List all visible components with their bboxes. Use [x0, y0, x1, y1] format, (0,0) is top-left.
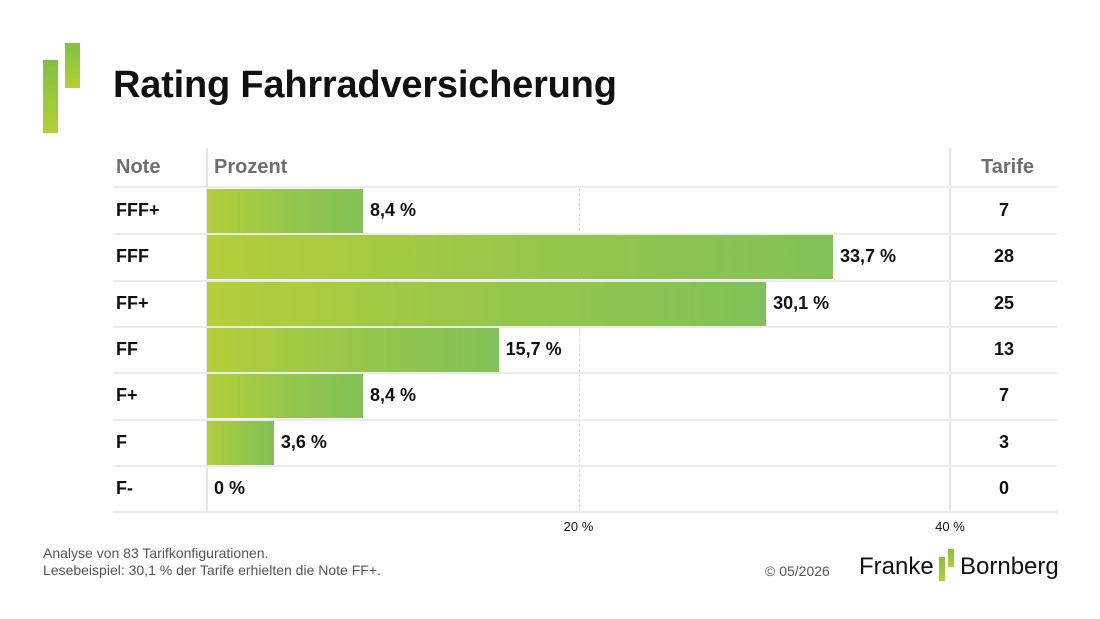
- row-count-tarife: 25: [993, 292, 1015, 313]
- bar-F+: [207, 374, 364, 419]
- row-divider: [113, 418, 1057, 421]
- gridline-20: [578, 188, 580, 512]
- bar-FF+: [207, 281, 767, 326]
- brand-word-franke: Franke: [859, 553, 934, 580]
- bar-F: [207, 420, 274, 465]
- logo-bar-tall: [65, 43, 80, 88]
- bar-value-label: 3,6 %: [280, 431, 327, 452]
- rating-bar-chart: Note Prozent Tarife FFF+ 8,4 % 7 FFF 33,7 % 2…: [113, 148, 1057, 536]
- x-tick-label: 20 %: [563, 519, 594, 534]
- row-count-tarife: 28: [993, 246, 1015, 267]
- franke-bornberg-logo-icon: [939, 549, 957, 581]
- bar-value-label: 8,4 %: [370, 200, 417, 221]
- copyright-text: © 05/2026: [765, 563, 830, 579]
- row-label-grade: FFF+: [116, 200, 160, 221]
- bar-value-label: 15,7 %: [505, 339, 562, 360]
- page-title: Rating Fahrradversicherung: [113, 64, 617, 106]
- row-divider: [113, 279, 1057, 282]
- row-count-tarife: 0: [998, 477, 1009, 498]
- row-count-tarife: 3: [998, 431, 1009, 452]
- bar-value-label: 0 %: [214, 477, 246, 498]
- row-divider: [113, 511, 1057, 514]
- axis-line-right: [949, 148, 951, 512]
- footnote-line-2: Lesebeispiel: 30,1 % der Tarife erhielte…: [43, 562, 381, 578]
- row-label-grade: FFF: [116, 246, 149, 267]
- header-divider: [113, 186, 1057, 188]
- row-label-grade: F+: [116, 385, 138, 406]
- row-label-grade: F: [116, 431, 127, 452]
- row-label-grade: FF: [116, 339, 138, 360]
- row-count-tarife: 7: [998, 200, 1009, 221]
- green-bars-logo-icon: [43, 43, 83, 133]
- bar-value-label: 33,7 %: [839, 246, 897, 267]
- row-count-tarife: 13: [993, 339, 1015, 360]
- column-header-note: Note: [116, 156, 161, 178]
- column-header-percent: Prozent: [214, 156, 288, 178]
- logo-bar-short: [43, 60, 58, 133]
- x-tick-label: 40 %: [935, 519, 965, 534]
- row-divider: [113, 233, 1057, 236]
- column-header-tarife: Tarife: [981, 156, 1034, 178]
- footnote-line-1: Analyse von 83 Tarifkonfigurationen.: [43, 545, 269, 561]
- bar-value-label: 8,4 %: [370, 385, 417, 406]
- bar-FFF+: [207, 189, 364, 233]
- row-divider: [113, 372, 1057, 375]
- row-divider: [113, 464, 1057, 467]
- row-count-tarife: 7: [998, 385, 1009, 406]
- bar-FFF: [207, 235, 833, 280]
- bar-FF: [207, 327, 499, 372]
- row-label-grade: FF+: [116, 292, 149, 313]
- row-label-grade: F-: [116, 477, 133, 498]
- footnote: Analyse von 83 Tarifkonfigurationen. Les…: [43, 545, 381, 579]
- row-divider: [113, 325, 1057, 328]
- brand-word-bornberg: Bornberg: [960, 553, 1059, 580]
- bar-value-label: 30,1 %: [773, 292, 830, 313]
